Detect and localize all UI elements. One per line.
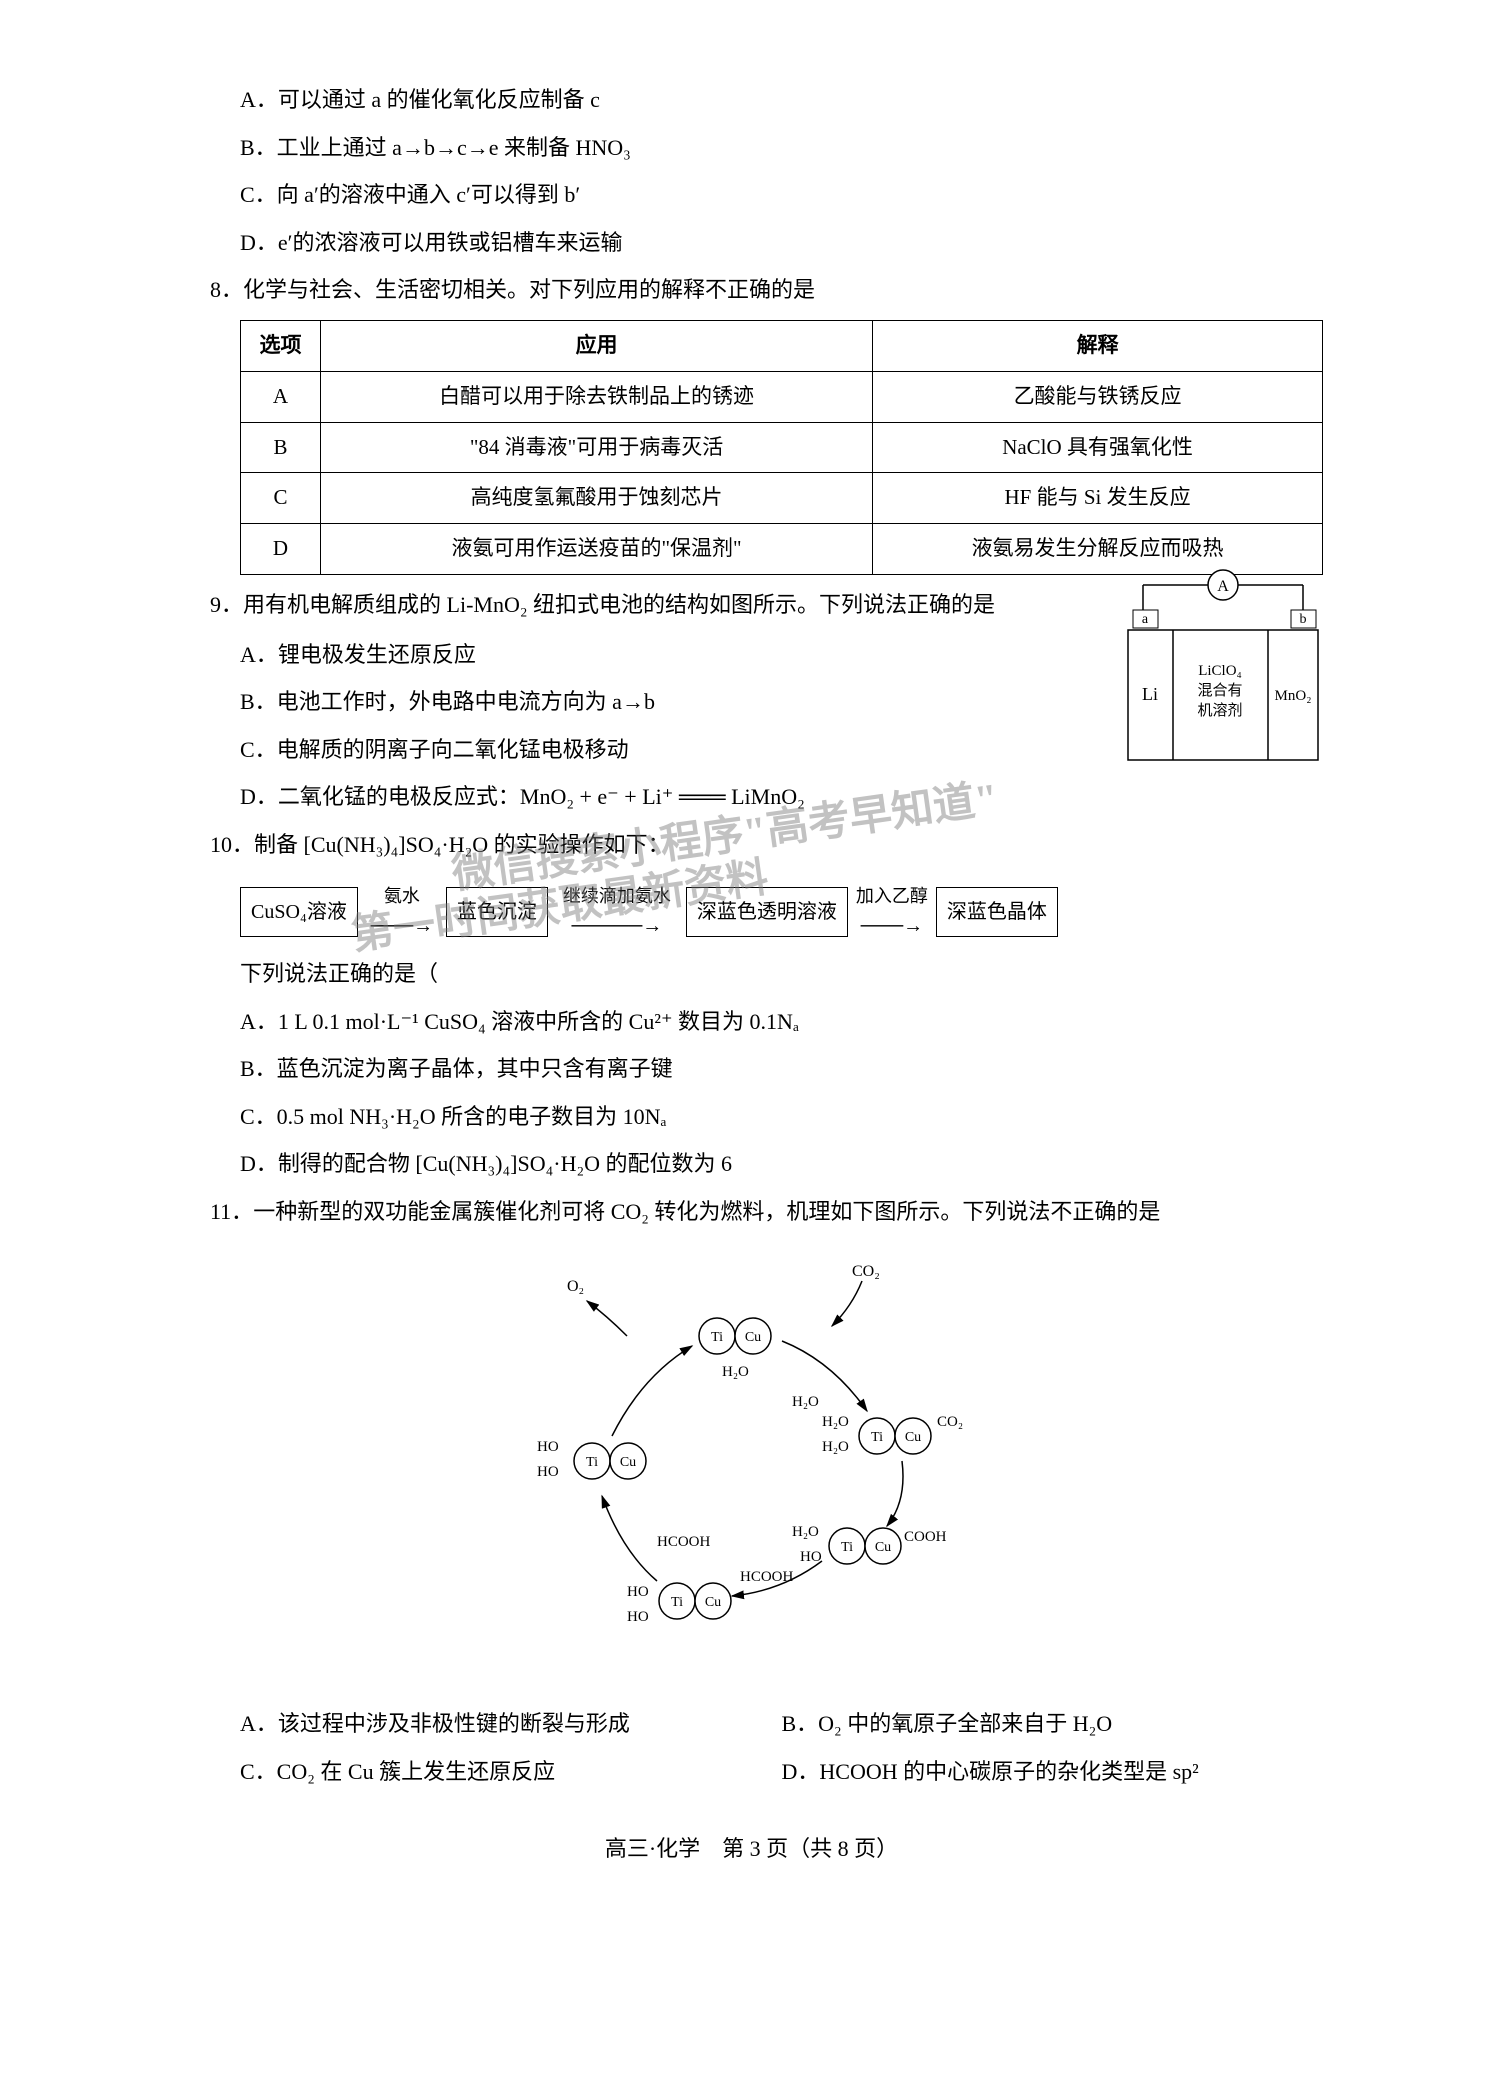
flow-arrow-3: 加入乙醇 ───→ <box>852 880 932 944</box>
q8-cell: 乙酸能与铁锈反应 <box>873 371 1323 422</box>
q10-option-a: A．1 L 0.1 mol·L⁻¹ CuSO₄ 溶液中所含的 Cu²⁺ 数目为 … <box>240 1002 1323 1042</box>
q9-option-d: D．二氧化锰的电极反应式：MnO₂ + e⁻ + Li⁺ ═══ LiMnO₂ <box>240 777 1113 817</box>
ho-label: HO <box>537 1439 559 1455</box>
cu-node: Cu <box>874 1540 890 1555</box>
ho-label: HO <box>627 1584 649 1600</box>
q8-cell: 高纯度氢氟酸用于蚀刻芯片 <box>321 473 873 524</box>
flow-arrow-2: 继续滴加氨水 ─────→ <box>552 880 682 944</box>
h2o-label: H₂O <box>722 1364 749 1380</box>
q9-option-a: A．锂电极发生还原反应 <box>240 635 1113 675</box>
q10-option-d: D．制得的配合物 [Cu(NH₃)₄]SO₄·H₂O 的配位数为 6 <box>240 1144 1323 1184</box>
q7-option-d: D．e′的浓溶液可以用铁或铝槽车来运输 <box>240 223 1323 263</box>
cu-node: Cu <box>619 1455 635 1470</box>
flow-box-2: 蓝色沉淀 <box>446 887 548 937</box>
h2o-label: H₂O <box>792 1524 819 1540</box>
table-row: B "84 消毒液"可用于病毒灭活 NaClO 具有强氧化性 <box>241 422 1323 473</box>
co2-label: CO₂ <box>937 1414 963 1430</box>
q11-option-c: C．CO₂ 在 Cu 簇上发生还原反应 <box>240 1752 782 1792</box>
flow-arrow-1: 氨水 ───→ <box>362 880 442 944</box>
q10-stem: 制备 [Cu(NH₃)₄]SO₄·H₂O 的实验操作如下： <box>254 832 670 857</box>
cooh-label: COOH <box>904 1529 947 1545</box>
q8-cell: 液氨可用作运送疫苗的"保温剂" <box>321 524 873 575</box>
q10-flow: CuSO₄溶液 氨水 ───→ 蓝色沉淀 继续滴加氨水 ─────→ 深蓝色透明… <box>240 880 1323 944</box>
terminal-b-label: b <box>1300 612 1307 627</box>
q10-number: 10． <box>210 832 254 857</box>
q8-th-option: 选项 <box>241 320 321 371</box>
h2o-label: H₂O <box>822 1439 849 1455</box>
h2o-label: H₂O <box>792 1394 819 1410</box>
arrow-icon: ─────→ <box>571 908 662 944</box>
q9-number: 9． <box>210 592 243 617</box>
cu-node: Cu <box>744 1330 760 1345</box>
q7-option-c: C．向 a′的溶液中通入 c′可以得到 b′ <box>240 175 1323 215</box>
q8-cell: HF 能与 Si 发生反应 <box>873 473 1323 524</box>
flow-box-1: CuSO₄溶液 <box>240 887 358 937</box>
q7-option-b: B．工业上通过 a→b→c→e 来制备 HNO₃ <box>240 128 1323 168</box>
q10-sub-stem: 下列说法正确的是（ <box>240 954 1323 994</box>
ti-node: Ti <box>586 1455 598 1470</box>
electrolyte-l1: LiClO₄ <box>1198 663 1242 679</box>
q8-table: 选项 应用 解释 A 白醋可以用于除去铁制品上的锈迹 乙酸能与铁锈反应 B "8… <box>240 320 1323 575</box>
q8-cell: B <box>241 422 321 473</box>
cu-node: Cu <box>904 1430 920 1445</box>
q11-option-a: A．该过程中涉及非极性键的断裂与形成 <box>240 1704 782 1744</box>
q9-battery-diagram: A a b Li LiClO₄ 混合有 机溶剂 MnO₂ <box>1123 555 1323 788</box>
flow-box-3: 深蓝色透明溶液 <box>686 887 848 937</box>
q8-th-explain: 解释 <box>873 320 1323 371</box>
ti-node: Ti <box>711 1330 723 1345</box>
arrow-icon: ───→ <box>371 908 434 944</box>
q10-stem-row: 10．制备 [Cu(NH₃)₄]SO₄·H₂O 的实验操作如下： <box>210 825 1323 865</box>
electrolyte-l2: 混合有 <box>1197 682 1242 699</box>
q8-cell: C <box>241 473 321 524</box>
q8-cell: 白醋可以用于除去铁制品上的锈迹 <box>321 371 873 422</box>
q7-option-a: A．可以通过 a 的催化氧化反应制备 c <box>240 80 1323 120</box>
table-header-row: 选项 应用 解释 <box>241 320 1323 371</box>
cell-li-label: Li <box>1142 684 1158 704</box>
q11-stem: 一种新型的双功能金属簇催化剂可将 CO₂ 转化为燃料，机理如下图所示。下列说法不… <box>253 1199 1160 1224</box>
terminal-a-label: a <box>1142 612 1149 627</box>
ti-node: Ti <box>671 1595 683 1610</box>
q11-cycle-diagram: CO₂ O₂ Ti Cu H₂O H₂O Ti Cu H₂O H₂O CO₂ T… <box>180 1251 1323 1684</box>
q8-cell: A <box>241 371 321 422</box>
q9-option-b: B．电池工作时，外电路中电流方向为 a→b <box>240 682 1113 722</box>
ti-node: Ti <box>871 1430 883 1445</box>
page-footer: 高三·化学 第 3 页（共 8 页） <box>180 1829 1323 1869</box>
q9-stem-row: 9．用有机电解质组成的 Li-MnO₂ 纽扣式电池的结构如图所示。下列说法正确的… <box>210 585 1113 625</box>
ho-label: HO <box>537 1464 559 1480</box>
hcooh-label: HCOOH <box>657 1534 711 1550</box>
ammeter-label: A <box>1217 578 1229 595</box>
arrow-icon: ───→ <box>861 908 924 944</box>
flow-box-4: 深蓝色晶体 <box>936 887 1058 937</box>
q11-number: 11． <box>210 1199 253 1224</box>
q8-stem-row: 8．化学与社会、生活密切相关。对下列应用的解释不正确的是 <box>210 270 1323 310</box>
table-row: A 白醋可以用于除去铁制品上的锈迹 乙酸能与铁锈反应 <box>241 371 1323 422</box>
q8-cell: D <box>241 524 321 575</box>
h2o-label: H₂O <box>822 1414 849 1430</box>
q9-stem: 用有机电解质组成的 Li-MnO₂ 纽扣式电池的结构如图所示。下列说法正确的是 <box>243 592 995 617</box>
q9-option-c: C．电解质的阴离子向二氧化锰电极移动 <box>240 730 1113 770</box>
cu-node: Cu <box>704 1595 720 1610</box>
ho-label: HO <box>627 1609 649 1625</box>
co2-label: CO₂ <box>852 1263 880 1280</box>
q8-number: 8． <box>210 277 243 302</box>
electrolyte-l3: 机溶剂 <box>1197 702 1242 719</box>
q10-option-c: C．0.5 mol NH₃·H₂O 所含的电子数目为 10Nₐ <box>240 1097 1323 1137</box>
q10-option-b: B．蓝色沉淀为离子晶体，其中只含有离子键 <box>240 1049 1323 1089</box>
cell-mno2-label: MnO₂ <box>1275 688 1312 704</box>
table-row: C 高纯度氢氟酸用于蚀刻芯片 HF 能与 Si 发生反应 <box>241 473 1323 524</box>
q8-th-app: 应用 <box>321 320 873 371</box>
o2-label: O₂ <box>567 1278 584 1295</box>
q11-stem-row: 11．一种新型的双功能金属簇催化剂可将 CO₂ 转化为燃料，机理如下图所示。下列… <box>210 1192 1323 1232</box>
ti-node: Ti <box>841 1540 853 1555</box>
q11-option-d: D．HCOOH 的中心碳原子的杂化类型是 sp² <box>782 1752 1324 1792</box>
q11-option-b: B．O₂ 中的氧原子全部来自于 H₂O <box>782 1704 1324 1744</box>
q8-cell: "84 消毒液"可用于病毒灭活 <box>321 422 873 473</box>
q8-stem: 化学与社会、生活密切相关。对下列应用的解释不正确的是 <box>243 277 815 302</box>
hcooh-label: HCOOH <box>740 1569 794 1585</box>
q8-cell: NaClO 具有强氧化性 <box>873 422 1323 473</box>
